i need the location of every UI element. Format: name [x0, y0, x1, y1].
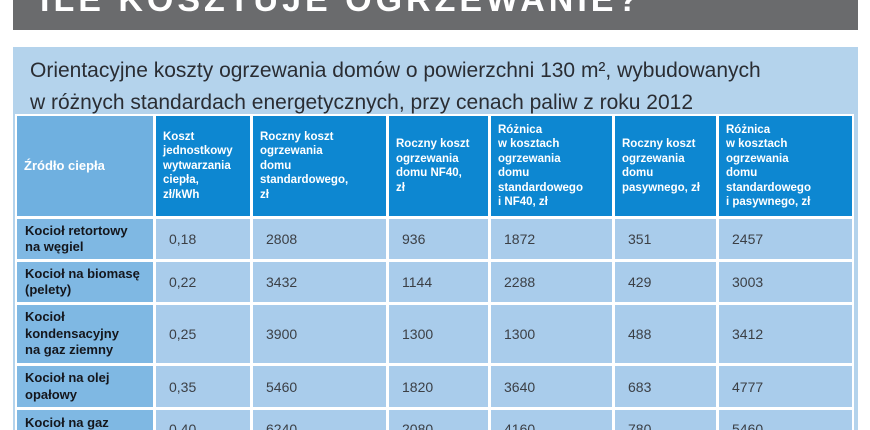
page-title: ILE KOSZTUJE OGRZEWANIE? [40, 0, 643, 19]
row-label-coal-boiler: Kocioł retortowy na węgiel [17, 219, 153, 259]
value-r4-unit-cost: 0,35 [156, 366, 250, 407]
value-r2-passive: 429 [615, 262, 716, 302]
content-panel: Orientacyjne koszty ogrzewania domów o p… [13, 47, 858, 430]
value-r2-unit-cost: 0,22 [156, 262, 250, 302]
value-r4-standard: 5460 [253, 366, 386, 407]
value-r5-nf40: 2080 [389, 410, 488, 430]
value-r3-diff-passive: 3412 [719, 305, 852, 363]
value-r5-standard: 6240 [253, 410, 386, 430]
value-r5-unit-cost: 0,40 [156, 410, 250, 430]
value-r3-unit-cost: 0,25 [156, 305, 250, 363]
value-r1-passive: 351 [615, 219, 716, 259]
value-r2-diff-nf40: 2288 [491, 262, 612, 302]
value-r1-unit-cost: 0,18 [156, 219, 250, 259]
value-r2-diff-passive: 3003 [719, 262, 852, 302]
value-r1-standard: 2808 [253, 219, 386, 259]
heating-costs-table: Źródło ciepła Koszt jednostkowy wytwarza… [15, 114, 854, 430]
value-r3-nf40: 1300 [389, 305, 488, 363]
value-r3-diff-nf40: 1300 [491, 305, 612, 363]
value-r3-passive: 488 [615, 305, 716, 363]
header-diff-standard-passive: Różnica w kosztach ogrzewania domu stand… [719, 116, 852, 216]
row-label-biomass-boiler: Kocioł na biomasę (pelety) [17, 262, 153, 302]
value-r1-nf40: 936 [389, 219, 488, 259]
table-caption: Orientacyjne koszty ogrzewania domów o p… [13, 47, 858, 119]
header-unit-cost: Koszt jednostkowy wytwarzania ciepła, zł… [156, 116, 250, 216]
value-r2-standard: 3432 [253, 262, 386, 302]
value-r4-passive: 683 [615, 366, 716, 407]
header-annual-cost-nf40: Roczny koszt ogrzewania domu NF40, zł [389, 116, 488, 216]
caption-line-1: Orientacyjne koszty ogrzewania domów o p… [30, 59, 761, 82]
header-annual-cost-standard: Roczny koszt ogrzewania domu standardowe… [253, 116, 386, 216]
row-label-lpg-boiler: Kocioł na gaz [17, 410, 153, 430]
caption-line-2: w różnych standardach energetycznych, pr… [30, 91, 694, 114]
value-r1-diff-passive: 2457 [719, 219, 852, 259]
value-r1-diff-nf40: 1872 [491, 219, 612, 259]
row-label-condensing-gas-boiler: Kocioł kondensacyjny na gaz ziemny [17, 305, 153, 363]
value-r2-nf40: 1144 [389, 262, 488, 302]
value-r3-standard: 3900 [253, 305, 386, 363]
title-bar: ILE KOSZTUJE OGRZEWANIE? [13, 0, 858, 30]
value-r5-diff-passive: 5460 [719, 410, 852, 430]
value-r4-nf40: 1820 [389, 366, 488, 407]
value-r5-passive: 780 [615, 410, 716, 430]
header-annual-cost-passive: Roczny koszt ogrzewania domu pasywnego, … [615, 116, 716, 216]
header-diff-standard-nf40: Różnica w kosztach ogrzewania domu stand… [491, 116, 612, 216]
value-r4-diff-passive: 4777 [719, 366, 852, 407]
value-r4-diff-nf40: 3640 [491, 366, 612, 407]
row-label-oil-boiler: Kocioł na olej opałowy [17, 366, 153, 407]
header-heat-source: Źródło ciepła [17, 116, 153, 216]
value-r5-diff-nf40: 4160 [491, 410, 612, 430]
